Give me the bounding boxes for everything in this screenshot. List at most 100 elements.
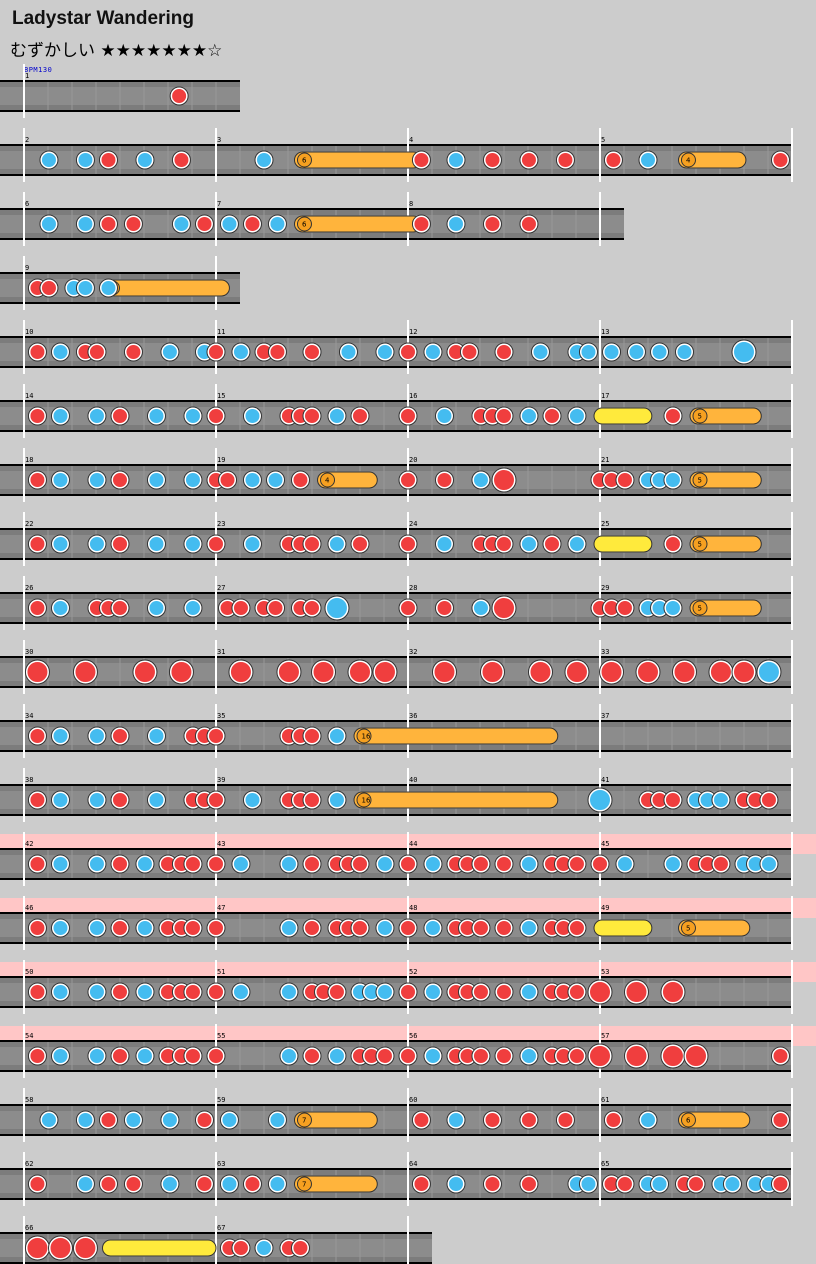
note-outline bbox=[567, 534, 587, 554]
ka-note bbox=[39, 1111, 58, 1129]
note-outline bbox=[626, 342, 646, 362]
don-note bbox=[124, 215, 143, 233]
big-don-note bbox=[708, 660, 733, 684]
don-note bbox=[172, 151, 191, 169]
don-note bbox=[460, 343, 479, 361]
note-outline bbox=[50, 470, 70, 490]
ka-note bbox=[266, 471, 285, 489]
big-don-note bbox=[732, 660, 756, 684]
don-note bbox=[375, 1047, 394, 1065]
big-don-note bbox=[132, 660, 157, 684]
ka-note bbox=[650, 343, 669, 361]
drumroll-head bbox=[296, 152, 312, 168]
note-outline bbox=[431, 659, 457, 685]
note-outline bbox=[338, 342, 358, 362]
note-outline bbox=[206, 534, 226, 554]
note-outline bbox=[663, 598, 683, 618]
measure-number: 2 bbox=[25, 136, 29, 144]
ka-note bbox=[87, 727, 106, 745]
ka-note bbox=[579, 343, 598, 361]
don-note bbox=[218, 471, 237, 489]
note-outline bbox=[398, 342, 418, 362]
don-note bbox=[567, 1047, 586, 1065]
ka-note bbox=[76, 1175, 95, 1193]
ka-note bbox=[87, 983, 106, 1001]
ka-note bbox=[327, 791, 346, 809]
big-don-note bbox=[636, 660, 660, 684]
note-outline bbox=[587, 787, 613, 813]
note-outline bbox=[411, 150, 431, 170]
note-outline bbox=[231, 854, 251, 874]
ka-note bbox=[375, 983, 394, 1001]
note-outline bbox=[50, 854, 70, 874]
measure-number: 29 bbox=[601, 584, 609, 592]
drumroll-count: 4 bbox=[325, 477, 330, 485]
note-outline bbox=[491, 467, 517, 493]
note-outline bbox=[87, 982, 107, 1002]
note-outline bbox=[770, 150, 790, 170]
note-outline bbox=[194, 214, 214, 234]
note-outline bbox=[302, 598, 322, 618]
note-outline bbox=[110, 1046, 130, 1066]
drumroll-count: 6 bbox=[302, 221, 307, 229]
don-note bbox=[124, 343, 143, 361]
note-outline bbox=[194, 1174, 214, 1194]
measure-number: 3 bbox=[217, 136, 221, 144]
ka-note bbox=[135, 919, 154, 937]
drumroll-head bbox=[296, 216, 312, 232]
don-note bbox=[111, 471, 129, 489]
ka-note bbox=[327, 407, 346, 425]
don-note bbox=[207, 343, 225, 361]
ka-note bbox=[183, 471, 202, 489]
note-outline bbox=[50, 342, 70, 362]
don-note bbox=[99, 151, 118, 169]
drumroll-head bbox=[692, 536, 708, 552]
note-outline bbox=[446, 1174, 466, 1194]
note-outline bbox=[759, 854, 779, 874]
ka-note bbox=[375, 343, 394, 361]
don-note bbox=[207, 983, 225, 1001]
note-outline bbox=[87, 726, 107, 746]
don-note bbox=[28, 535, 47, 553]
big-don-note bbox=[228, 660, 253, 684]
note-outline bbox=[98, 214, 118, 234]
don-note bbox=[291, 471, 310, 489]
note-outline bbox=[311, 659, 337, 685]
note-outline bbox=[494, 854, 514, 874]
ka-note bbox=[51, 535, 70, 553]
don-note bbox=[111, 535, 129, 553]
note-outline bbox=[50, 918, 70, 938]
note-outline bbox=[27, 406, 47, 426]
note-outline bbox=[434, 534, 454, 554]
don-note bbox=[495, 919, 513, 937]
note-outline bbox=[327, 982, 347, 1002]
big-don-note bbox=[684, 1044, 708, 1068]
note-outline bbox=[411, 1110, 431, 1130]
note-outline bbox=[564, 659, 590, 685]
note-outline bbox=[75, 278, 95, 298]
note-outline bbox=[183, 1046, 203, 1066]
don-note bbox=[519, 215, 538, 233]
drumroll-bar bbox=[101, 279, 230, 297]
lane-band bbox=[0, 343, 792, 361]
note-outline bbox=[50, 790, 70, 810]
measure-number: 17 bbox=[601, 392, 609, 400]
ka-note bbox=[519, 855, 538, 873]
measure-number: 14 bbox=[25, 392, 33, 400]
note-outline bbox=[482, 1110, 502, 1130]
drumroll-bar bbox=[689, 599, 762, 617]
don-note bbox=[711, 855, 730, 873]
note-outline bbox=[110, 918, 130, 938]
ka-note bbox=[375, 855, 394, 873]
note-outline bbox=[39, 278, 59, 298]
balloon-note bbox=[593, 535, 653, 553]
big-don-note bbox=[492, 468, 516, 492]
measure-number: 28 bbox=[409, 584, 417, 592]
note-outline bbox=[471, 918, 491, 938]
drumroll-count: 5 bbox=[698, 541, 702, 549]
drumroll-count: 16 bbox=[362, 733, 371, 741]
don-note bbox=[519, 1175, 538, 1193]
note-outline bbox=[615, 598, 635, 618]
don-note bbox=[243, 215, 262, 233]
note-outline bbox=[663, 790, 683, 810]
